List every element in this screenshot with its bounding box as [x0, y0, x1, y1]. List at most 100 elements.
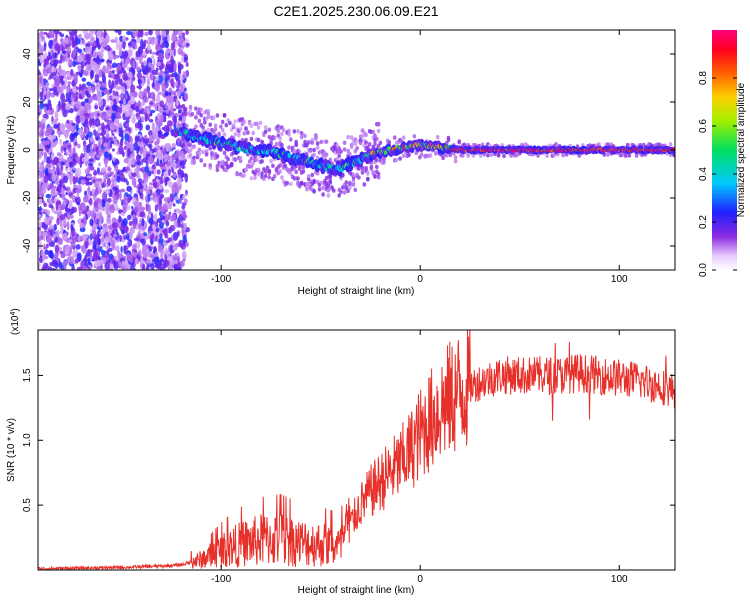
- noise-speckle: [86, 175, 92, 179]
- noise-speckle: [105, 124, 111, 129]
- spectrogram-x-axis-label: Height of straight line (km): [298, 286, 415, 297]
- ridge-halo: [444, 153, 449, 158]
- noise-speckle: [157, 231, 160, 240]
- ridge-halo: [231, 123, 236, 128]
- noise-speckle: [163, 231, 168, 235]
- noise-speckle: [108, 51, 114, 61]
- noise-speckle: [147, 62, 153, 68]
- noise-speckle: [70, 224, 74, 232]
- noise-speckle: [153, 181, 158, 189]
- noise-speckle: [158, 206, 164, 212]
- noise-speckle: [163, 259, 170, 266]
- noise-speckle: [75, 104, 81, 109]
- noise-speckle: [158, 183, 164, 191]
- ridge-halo: [256, 172, 261, 177]
- noise-speckle: [96, 260, 102, 267]
- noise-speckle: [105, 202, 110, 210]
- noise-speckle: [53, 223, 58, 231]
- noise-speckle: [152, 178, 157, 183]
- noise-speckle: [71, 206, 75, 214]
- noise-speckle: [38, 32, 41, 41]
- noise-speckle: [42, 262, 49, 270]
- noise-speckle: [79, 223, 85, 229]
- colorbar-label: Normalized spectral amplitude: [736, 82, 747, 217]
- ridge-halo: [260, 139, 264, 145]
- noise-speckle: [65, 245, 70, 254]
- ridge-halo: [272, 174, 277, 179]
- noise-speckle: [134, 252, 138, 256]
- noise-speckle: [95, 38, 100, 46]
- ridge-halo: [606, 152, 610, 157]
- noise-speckle: [45, 82, 50, 87]
- noise-speckle: [113, 180, 117, 187]
- noise-speckle: [66, 85, 71, 93]
- ridge-halo: [278, 169, 282, 174]
- noise-speckle: [62, 260, 68, 267]
- noise-speckle: [138, 79, 142, 86]
- noise-speckle: [51, 241, 55, 248]
- noise-speckle: [61, 193, 66, 201]
- noise-speckle: [122, 54, 127, 60]
- ridge-halo: [357, 166, 361, 171]
- noise-speckle: [125, 93, 128, 100]
- noise-speckle: [38, 262, 41, 270]
- ridge-halo: [289, 137, 293, 142]
- ridge-halo: [299, 180, 304, 186]
- noise-speckle: [146, 43, 151, 51]
- noise-speckle: [149, 254, 155, 258]
- ridge-halo: [224, 123, 229, 128]
- noise-speckle: [94, 188, 99, 196]
- ridge-halo: [369, 164, 374, 169]
- ridge-halo: [326, 193, 331, 198]
- ridge-halo: [262, 132, 266, 138]
- noise-speckle: [143, 232, 148, 237]
- noise-speckle: [174, 73, 180, 81]
- snr-frame: [37, 329, 676, 571]
- noise-speckle: [54, 210, 57, 215]
- noise-speckle: [100, 237, 105, 243]
- ridge-halo: [371, 169, 376, 175]
- noise-speckle: [177, 104, 183, 109]
- noise-speckle: [51, 173, 57, 182]
- noise-speckle: [40, 35, 45, 40]
- noise-speckle: [144, 31, 149, 37]
- noise-speckle: [103, 242, 106, 248]
- noise-speckle: [101, 192, 106, 200]
- noise-speckle: [119, 188, 126, 193]
- noise-speckle: [72, 175, 77, 185]
- noise-speckle: [97, 98, 104, 107]
- noise-speckle: [179, 83, 184, 93]
- ridge-halo: [306, 173, 311, 179]
- noise-speckle: [154, 84, 158, 91]
- ridge-halo: [217, 131, 221, 136]
- noise-speckle: [38, 160, 41, 169]
- noise-speckle: [85, 103, 91, 110]
- noise-speckle: [98, 138, 104, 143]
- noise-speckle: [175, 150, 180, 158]
- noise-speckle: [44, 140, 51, 145]
- noise-speckle: [183, 214, 188, 219]
- ridge-halo: [312, 189, 316, 194]
- noise-speckle: [155, 94, 161, 104]
- noise-speckle: [78, 128, 84, 136]
- noise-speckle: [162, 248, 165, 255]
- noise-speckle: [151, 233, 155, 238]
- noise-speckle: [182, 234, 187, 244]
- noise-speckle: [171, 213, 176, 222]
- ridge-halo: [183, 108, 187, 114]
- noise-speckle: [79, 202, 86, 212]
- noise-speckle: [87, 59, 91, 65]
- noise-speckle: [141, 218, 145, 227]
- noise-speckle: [50, 59, 54, 64]
- noise-speckle: [164, 104, 169, 109]
- noise-speckle: [143, 43, 146, 50]
- noise-speckle: [64, 187, 68, 191]
- noise-speckle: [60, 53, 63, 62]
- noise-speckle: [119, 78, 123, 86]
- ridge-halo: [339, 149, 343, 154]
- noise-speckle: [155, 188, 161, 195]
- y-tick-label: -40: [22, 238, 33, 253]
- noise-speckle: [81, 77, 87, 82]
- noise-speckle: [157, 113, 162, 121]
- noise-speckle: [54, 252, 59, 260]
